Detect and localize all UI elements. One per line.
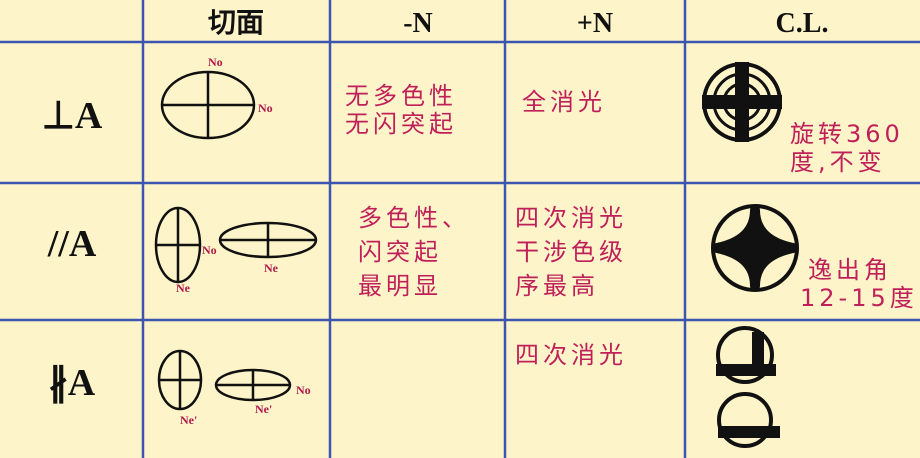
cell-text: 闪突起 [358,238,442,266]
cl-symbol [711,204,799,292]
cl-symbol [702,62,782,142]
cell-text: 全消光 [522,88,606,116]
cell-text: 度,不变 [790,148,886,176]
axis-label: Ne' [255,402,272,416]
cell-text: 干涉色级 [515,238,627,266]
ellipse-diagram [157,349,292,411]
header-cell: -N [403,8,433,39]
cl-symbol [716,326,780,448]
row-label: ⊥A [42,95,103,137]
cell-text: 四次消光 [515,341,627,369]
header-cell: +N [577,8,613,39]
cell-text: 无闪突起 [345,110,457,138]
ellipse-diagram [160,70,256,140]
axis-label: Ne [264,261,279,275]
cell-text: 多色性、 [358,204,470,232]
row-label: ∦A [49,362,96,404]
cell-text: 四次消光 [515,204,627,232]
header-cell: 切面 [208,8,264,39]
axis-label: No [296,383,311,397]
cell-text: 旋转360 [790,120,904,148]
cell-text: 序最高 [515,272,599,300]
cell-text: 12-15度 [800,284,918,312]
header-cell: C.L. [776,8,829,39]
ellipse-diagram [154,206,318,284]
cell-text: 最明显 [358,272,442,300]
row-label: //A [47,223,97,265]
axis-label: No [208,55,223,69]
axis-label: Ne' [180,413,197,427]
cell-text: 无多色性 [345,82,457,110]
axis-label: No [258,101,273,115]
axis-label: No [202,243,217,257]
axis-label: Ne [176,281,191,295]
cell-text: 逸出角 [808,256,892,284]
